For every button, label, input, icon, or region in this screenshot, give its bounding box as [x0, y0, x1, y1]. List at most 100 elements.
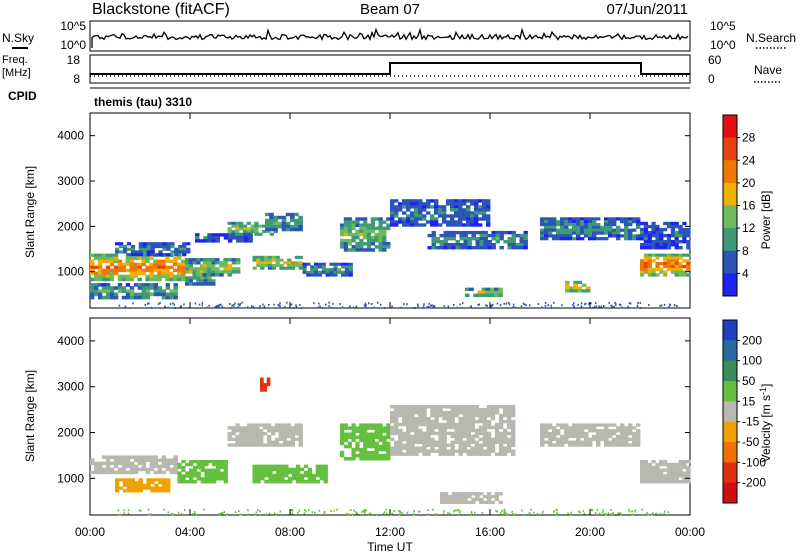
echo-cell — [347, 229, 352, 234]
echo-cell — [394, 425, 399, 430]
echo-cell — [682, 253, 687, 257]
echo-cell — [200, 282, 205, 286]
echo-cell — [568, 234, 573, 238]
echo-cell — [406, 422, 411, 427]
echo-cell — [157, 274, 162, 279]
echo-cell — [663, 227, 668, 232]
echo-cell — [348, 513, 350, 516]
echo-cell — [659, 240, 664, 244]
echo-cell — [663, 264, 668, 269]
echo-cell — [422, 419, 427, 424]
echo-cell — [238, 510, 240, 513]
echo-cell — [466, 214, 471, 218]
echo-cell — [328, 305, 330, 308]
echo-cell — [215, 267, 220, 271]
echo-cell — [185, 261, 190, 265]
echo-cell — [422, 446, 427, 450]
echo-cell — [178, 245, 183, 249]
echo-cell — [618, 512, 621, 515]
echo-cell — [363, 423, 368, 427]
echo-cell — [390, 211, 395, 215]
echo-cell — [569, 286, 574, 290]
echo-cell — [612, 437, 617, 441]
echo-cell — [386, 447, 391, 452]
echo-cell — [568, 231, 573, 235]
echo-cell — [470, 513, 472, 516]
echo-cell — [592, 220, 597, 224]
echo-cell — [252, 470, 257, 475]
echo-cell — [450, 208, 455, 212]
echo-cell — [317, 273, 323, 277]
echo-cell — [126, 247, 132, 251]
echo-cell — [101, 277, 107, 282]
echo-cell — [682, 230, 687, 235]
echo-cell — [486, 497, 492, 502]
echo-cell — [454, 440, 459, 444]
echo-cell — [192, 276, 197, 280]
echo-cell — [115, 242, 120, 246]
echo-cell — [157, 262, 162, 267]
echo-cell — [130, 245, 136, 249]
colorbar-tick-label: 4 — [742, 266, 749, 280]
echo-cell — [94, 289, 99, 293]
echo-cell — [643, 224, 648, 229]
echo-cell — [134, 489, 139, 493]
echo-cell — [370, 438, 375, 443]
echo-cell — [307, 467, 313, 472]
echo-cell — [523, 240, 528, 244]
echo-cell — [343, 220, 348, 224]
power-colorbar-label: Power [dB] — [759, 191, 773, 250]
echo-cell — [640, 264, 645, 269]
echo-cell — [293, 307, 295, 309]
echo-cell — [159, 301, 161, 304]
echo-cell — [113, 286, 119, 290]
echo-cell — [406, 217, 411, 221]
echo-cell — [196, 261, 201, 265]
echo-cell — [604, 437, 609, 441]
echo-cell — [486, 434, 492, 439]
colorbar-swatch — [723, 462, 737, 484]
echo-cell — [167, 511, 169, 514]
time-axis: 00:00 04:00 08:00 12:00 16:00 20:00 00:00 — [75, 113, 705, 539]
echo-cell — [398, 217, 403, 221]
echo-cell — [185, 276, 190, 280]
echo-cell — [226, 513, 228, 516]
echo-cell — [206, 264, 212, 268]
echo-cell — [398, 513, 401, 516]
echo-cell — [122, 489, 128, 493]
colorbar-tick-label: 100 — [742, 354, 762, 368]
echo-cell — [659, 233, 664, 238]
echo-cell — [122, 245, 128, 249]
echo-cell — [560, 234, 565, 238]
echo-cell — [283, 261, 288, 265]
echo-cell — [173, 461, 178, 466]
echo-cell — [121, 268, 127, 273]
echo-cell — [450, 419, 455, 424]
echo-cell — [368, 302, 370, 305]
echo-cell — [185, 258, 190, 262]
echo-cell — [314, 265, 319, 269]
echo-cell — [139, 510, 142, 512]
echo-cell — [454, 202, 459, 206]
echo-cell — [511, 431, 516, 436]
echo-cell — [590, 302, 592, 305]
echo-cell — [315, 470, 320, 475]
echo-cell — [670, 468, 675, 472]
echo-cell — [580, 429, 585, 433]
echo-cell — [181, 259, 186, 263]
echo-cell — [643, 227, 648, 232]
echo-cell — [628, 223, 633, 227]
echo-cell — [355, 512, 358, 515]
echo-cell — [418, 208, 423, 212]
echo-cell — [686, 267, 691, 271]
echo-cell — [624, 237, 629, 241]
echo-cell — [113, 253, 119, 257]
echo-cell — [620, 437, 625, 441]
echo-cell — [442, 443, 447, 447]
echo-cell — [101, 283, 107, 287]
echo-cell — [252, 473, 257, 478]
echo-cell — [418, 199, 423, 203]
echo-cell — [564, 440, 569, 444]
echo-cell — [450, 446, 455, 450]
echo-cell — [344, 273, 349, 277]
